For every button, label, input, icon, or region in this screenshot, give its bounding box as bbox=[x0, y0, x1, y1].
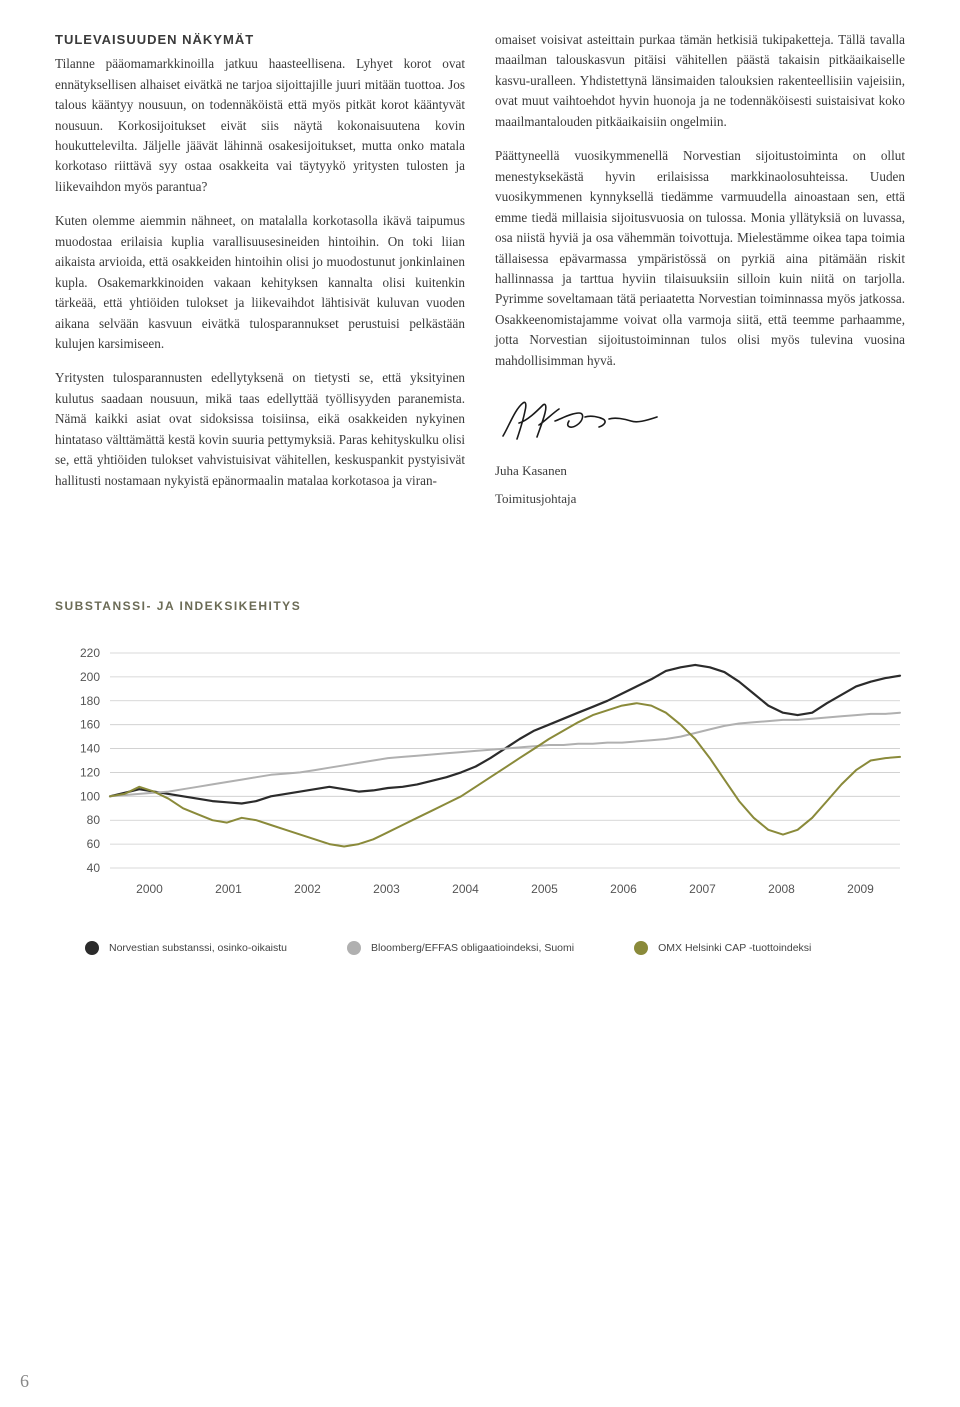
svg-text:140: 140 bbox=[80, 742, 100, 756]
svg-text:220: 220 bbox=[80, 648, 100, 660]
text-columns: TULEVAISUUDEN NÄKYMÄT Tilanne pääomamark… bbox=[55, 30, 905, 509]
legend-label: OMX Helsinki CAP -tuottoindeksi bbox=[658, 942, 811, 954]
chart-title: SUBSTANSSI- JA INDEKSIKEHITYS bbox=[55, 599, 905, 613]
svg-text:2004: 2004 bbox=[452, 882, 479, 896]
left-column: TULEVAISUUDEN NÄKYMÄT Tilanne pääomamark… bbox=[55, 30, 465, 509]
svg-text:2009: 2009 bbox=[847, 882, 874, 896]
svg-text:180: 180 bbox=[80, 694, 100, 708]
legend-dot-icon bbox=[634, 941, 648, 955]
right-column: omaiset voisivat asteittain purkaa tämän… bbox=[495, 30, 905, 509]
svg-text:2002: 2002 bbox=[294, 882, 321, 896]
legend-dot-icon bbox=[85, 941, 99, 955]
chart-legend: Norvestian substanssi, osinko-oikaistu Bl… bbox=[85, 941, 905, 955]
svg-text:100: 100 bbox=[80, 789, 100, 803]
chart-svg: 220 200 180 160 140 120 100 80 60 40 2000 2001 2002 2… bbox=[55, 648, 905, 908]
legend-item: Norvestian substanssi, osinko-oikaistu bbox=[85, 941, 287, 955]
legend-label: Norvestian substanssi, osinko-oikaistu bbox=[109, 942, 287, 954]
svg-text:40: 40 bbox=[87, 861, 101, 875]
svg-text:80: 80 bbox=[87, 813, 101, 827]
legend-label: Bloomberg/EFFAS obligaatioindeksi, Suomi bbox=[371, 942, 574, 954]
svg-text:60: 60 bbox=[87, 837, 101, 851]
svg-text:120: 120 bbox=[80, 765, 100, 779]
paragraph: Päättyneellä vuosikymmenellä Norvestian … bbox=[495, 146, 905, 371]
signatory-title: Toimitusjohtaja bbox=[495, 489, 905, 509]
legend-item: Bloomberg/EFFAS obligaatioindeksi, Suomi bbox=[347, 941, 574, 955]
svg-text:200: 200 bbox=[80, 670, 100, 684]
svg-text:2008: 2008 bbox=[768, 882, 795, 896]
signatory-name: Juha Kasanen bbox=[495, 461, 905, 481]
svg-text:2005: 2005 bbox=[531, 882, 558, 896]
paragraph: omaiset voisivat asteittain purkaa tämän… bbox=[495, 30, 905, 132]
svg-text:2006: 2006 bbox=[610, 882, 637, 896]
section-heading: TULEVAISUUDEN NÄKYMÄT bbox=[55, 30, 465, 50]
legend-item: OMX Helsinki CAP -tuottoindeksi bbox=[634, 941, 811, 955]
page-number: 6 bbox=[20, 1371, 29, 1392]
signature-icon bbox=[495, 391, 675, 446]
signature-block: Juha Kasanen Toimitusjohtaja bbox=[495, 391, 905, 509]
svg-text:2001: 2001 bbox=[215, 882, 242, 896]
svg-text:2003: 2003 bbox=[373, 882, 400, 896]
legend-dot-icon bbox=[347, 941, 361, 955]
svg-text:2000: 2000 bbox=[136, 882, 163, 896]
paragraph: Kuten olemme aiemmin nähneet, on matalal… bbox=[55, 211, 465, 354]
line-chart: 220 200 180 160 140 120 100 80 60 40 2000 2001 2002 2… bbox=[55, 648, 905, 913]
paragraph: Yritysten tulosparannusten edellytyksenä… bbox=[55, 368, 465, 491]
paragraph: Tilanne pääomamarkkinoilla jatkuu haaste… bbox=[55, 54, 465, 197]
svg-text:2007: 2007 bbox=[689, 882, 716, 896]
svg-text:160: 160 bbox=[80, 718, 100, 732]
